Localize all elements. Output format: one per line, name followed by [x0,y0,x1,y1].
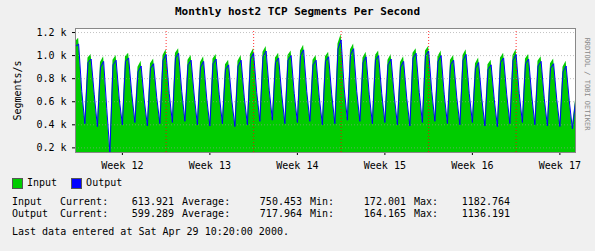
html-text:Average:: Average: [182,196,231,207]
html-text:Max:: Max: [414,196,439,207]
html-text:Min:: Min: [310,196,335,207]
html-text:Output: Output [12,208,49,219]
html-text:Max:: Max: [414,208,439,219]
html-text:750.453: 750.453 [259,196,302,207]
html-text:Input: Input [27,177,58,189]
svg-text:0.6 k: 0.6 k [36,96,66,107]
html-text:Average:: Average: [182,208,231,219]
html-text:Monthly host2 TCP Segments Per: Monthly host2 TCP Segments Per Second [175,5,420,18]
html-text:613.921: 613.921 [131,196,174,207]
svg-text:Week 17: Week 17 [539,160,581,170]
html-text:Current:: Current: [60,196,109,207]
svg-text:0.4 k: 0.4 k [36,119,66,130]
html-text:Output: Output [86,177,123,189]
svg-text:1.2 k: 1.2 k [36,27,66,38]
html-text:RRDTOOL / TOBI OETIKER: RRDTOOL / TOBI OETIKER [583,37,591,131]
html-text:172.001: 172.001 [363,196,406,207]
html-text:1136.191: 1136.191 [461,208,510,219]
html-text:Min:: Min: [310,208,335,219]
svg-text:Week 16: Week 16 [451,160,493,170]
svg-text:Week 14: Week 14 [276,160,318,170]
html-text:Last data entered at Sat Apr 2: Last data entered at Sat Apr 29 10:20:00… [12,226,289,237]
svg-text:Segments/s: Segments/s [12,60,23,120]
html-text:Input: Input [12,196,43,207]
html-text:599.289: 599.289 [131,208,174,219]
svg-text:0.2 k: 0.2 k [36,142,66,153]
html-text:1182.764: 1182.764 [461,196,510,207]
svg-text:Week 13: Week 13 [189,160,231,170]
html-text:717.964: 717.964 [259,208,302,219]
html-text:164.165: 164.165 [363,208,406,219]
svg-text:0.8 k: 0.8 k [36,73,66,84]
svg-text:Week 15: Week 15 [364,160,406,170]
html-text:Current:: Current: [60,208,109,219]
svg-text:Week 12: Week 12 [101,160,143,170]
svg-text:1.0 k: 1.0 k [36,50,66,61]
